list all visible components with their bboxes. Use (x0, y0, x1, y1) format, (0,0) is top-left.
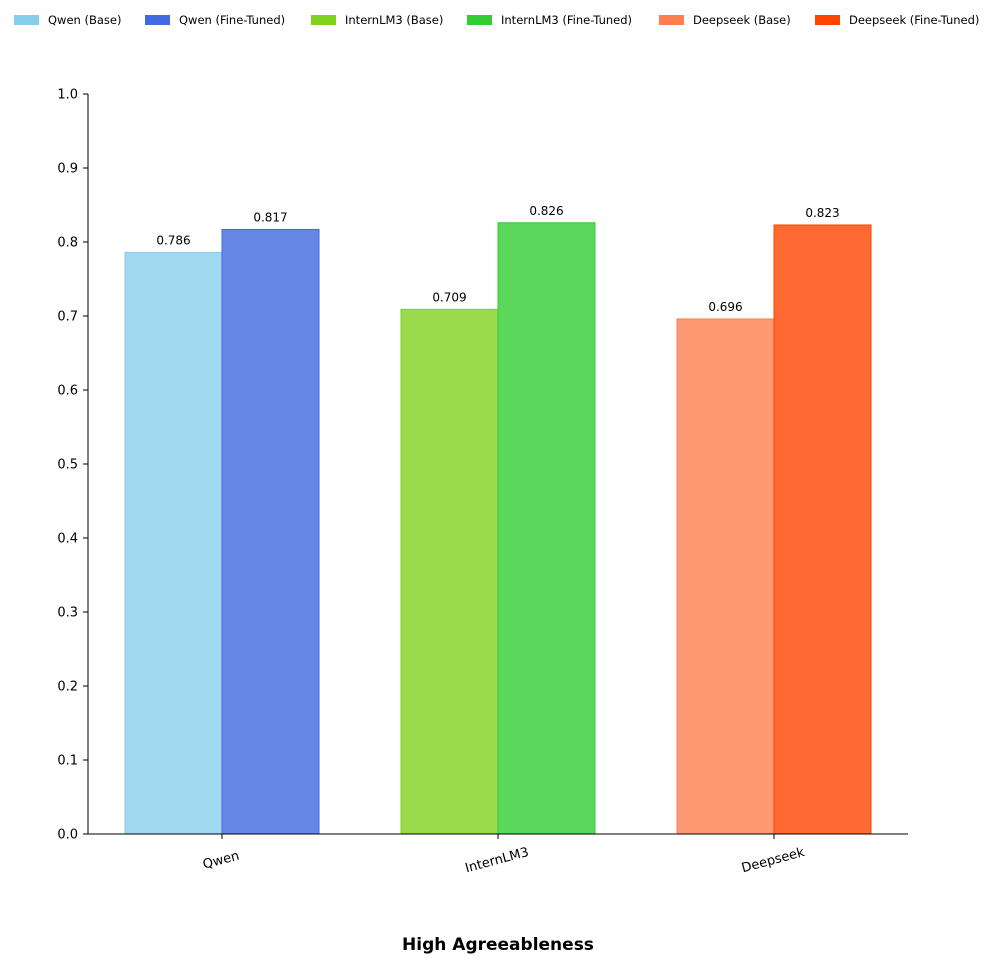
legend-swatch (145, 15, 170, 25)
legend-item: InternLM3 (Base) (311, 13, 443, 27)
bar (221, 228, 320, 835)
legend-label: Qwen (Base) (48, 13, 121, 27)
y-tick-label: 0.1 (57, 754, 78, 769)
legend-swatch (311, 15, 336, 25)
y-tick-label: 0.2 (57, 680, 78, 695)
bar-value-label: 0.709 (432, 290, 466, 304)
legend-item: InternLM3 (Fine-Tuned) (467, 13, 632, 27)
x-tick-label: Qwen (201, 849, 241, 873)
bar-value-label: 0.786 (156, 233, 190, 247)
bar (773, 224, 872, 835)
y-tick-label: 1.0 (57, 88, 78, 103)
x-tick-label: InternLM3 (464, 845, 531, 876)
legend: Qwen (Base) Qwen (Fine-Tuned) InternLM3 (B… (14, 13, 979, 27)
bar (124, 251, 223, 835)
legend-swatch (659, 15, 684, 25)
legend-label: InternLM3 (Fine-Tuned) (501, 13, 632, 27)
legend-label: Deepseek (Fine-Tuned) (849, 13, 979, 27)
bar-value-label: 0.817 (253, 210, 287, 224)
legend-item: Qwen (Base) (14, 13, 121, 27)
legend-label: Deepseek (Base) (693, 13, 791, 27)
y-tick-label: 0.7 (57, 310, 78, 325)
x-tick-label: Deepseek (740, 845, 807, 876)
bar-value-label: 0.826 (529, 204, 563, 218)
legend-swatch (14, 15, 39, 25)
x-axis: Qwen InternLM3 Deepseek (88, 833, 908, 876)
y-tick-label: 0.5 (57, 458, 78, 473)
y-tick-label: 0.9 (57, 162, 78, 177)
y-tick-label: 0.0 (57, 828, 78, 843)
y-tick-label: 0.3 (57, 606, 78, 621)
legend-label: InternLM3 (Base) (345, 13, 443, 27)
y-tick-label: 0.8 (57, 236, 78, 251)
legend-item: Qwen (Fine-Tuned) (145, 13, 285, 27)
bar-value-label: 0.696 (708, 300, 742, 314)
legend-swatch (815, 15, 840, 25)
legend-item: Deepseek (Fine-Tuned) (815, 13, 979, 27)
legend-swatch (467, 15, 492, 25)
bar (676, 318, 775, 835)
bar (400, 308, 499, 835)
y-axis: 0.0 0.1 0.2 0.3 0.4 0.5 0.6 0.7 0.8 0.9 1.0 (57, 88, 89, 843)
chart-title: High Agreeableness (402, 935, 594, 955)
bar-value-label: 0.823 (805, 206, 839, 220)
bars: 0.786 0.817 0.709 0.826 0.696 0.823 (124, 204, 872, 835)
y-tick-label: 0.4 (57, 532, 78, 547)
legend-label: Qwen (Fine-Tuned) (179, 13, 285, 27)
y-tick-label: 0.6 (57, 384, 78, 399)
legend-item: Deepseek (Base) (659, 13, 791, 27)
bar (497, 222, 596, 835)
